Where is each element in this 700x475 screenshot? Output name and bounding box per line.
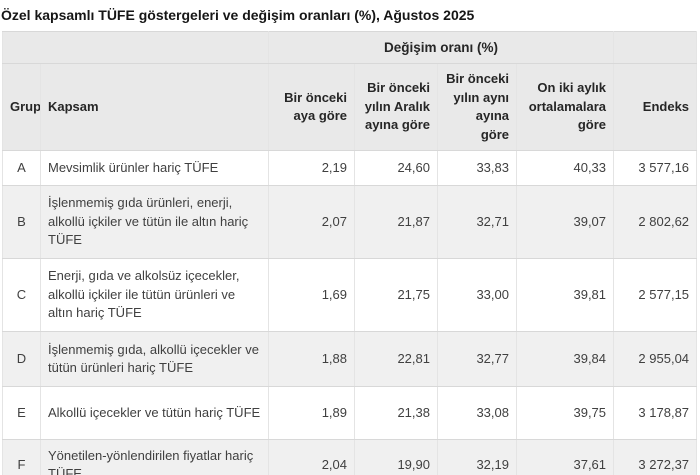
twelve-month-avg-cell: 39,84 [515,330,615,387]
col-header-vs-december: Bir önceki yılın Aralık ayına göre [354,63,438,151]
grup-cell: A [2,149,41,186]
kapsam-cell: Mevsimlik ürünler hariç TÜFE [40,149,269,186]
table-row-d: D İşlenmemiş gıda, alkollü içecekler ve … [2,330,698,387]
vs-december-cell: 22,81 [354,330,438,387]
vs-same-month-cell: 32,71 [437,184,517,259]
tufe-indicators-table: Değişim oranı (%) Grup Kapsam Bir önceki… [2,30,698,475]
vs-december-cell: 21,87 [354,184,438,259]
twelve-month-avg-cell: 40,33 [515,149,615,186]
grup-cell: F [2,438,41,475]
endeks-cell: 3 178,87 [613,385,698,440]
vs-december-cell: 19,90 [354,438,438,475]
grup-cell: E [2,385,41,440]
header-spacer-right [613,30,698,65]
monthly-change-cell: 1,69 [268,257,355,332]
twelve-month-avg-cell: 37,61 [515,438,615,475]
kapsam-cell: İşlenmemiş gıda, alkollü içecekler ve tü… [40,330,269,387]
table-row-a: A Mevsimlik ürünler hariç TÜFE 2,19 24,6… [2,149,698,186]
col-header-kapsam: Kapsam [40,63,269,151]
table-row-c: C Enerji, gıda ve alkolsüz içecekler, al… [2,257,698,332]
column-header-row: Grup Kapsam Bir önceki aya göre Bir önce… [2,63,698,151]
kapsam-cell: Alkollü içecekler ve tütün hariç TÜFE [40,385,269,440]
kapsam-cell: Enerji, gıda ve alkolsüz içecekler, alko… [40,257,269,332]
kapsam-cell: İşlenmemiş gıda ürünleri, enerji, alkoll… [40,184,269,259]
vs-same-month-cell: 33,08 [437,385,517,440]
monthly-change-cell: 1,88 [268,330,355,387]
endeks-cell: 2 955,04 [613,330,698,387]
change-rate-group-header: Değişim oranı (%) [267,30,615,65]
vs-same-month-cell: 33,00 [437,257,517,332]
col-header-vs-same-month: Bir önceki yılın aynı ayına göre [437,63,517,151]
kapsam-cell: Yönetilen-yönlendirilen fiyatlar hariç T… [40,438,269,475]
table-row-f: F Yönetilen-yönlendirilen fiyatlar hariç… [2,438,698,475]
page-title: Özel kapsamlı TÜFE göstergeleri ve değiş… [1,7,475,23]
vs-same-month-cell: 32,19 [437,438,517,475]
endeks-cell: 2 577,15 [613,257,698,332]
table-row-e: E Alkollü içecekler ve tütün hariç TÜFE … [2,385,698,440]
table-row-b: B İşlenmemiş gıda ürünleri, enerji, alko… [2,184,698,259]
vs-december-cell: 24,60 [354,149,438,186]
vs-same-month-cell: 33,83 [437,149,517,186]
endeks-cell: 2 802,62 [613,184,698,259]
twelve-month-avg-cell: 39,07 [515,184,615,259]
twelve-month-avg-cell: 39,81 [515,257,615,332]
vs-december-cell: 21,75 [354,257,438,332]
monthly-change-cell: 1,89 [268,385,355,440]
grup-cell: D [2,330,41,387]
grup-cell: C [2,257,41,332]
header-spacer-left [2,30,269,65]
grup-cell: B [2,184,41,259]
col-header-monthly-change: Bir önceki aya göre [268,63,355,151]
twelve-month-avg-cell: 39,75 [515,385,615,440]
endeks-cell: 3 272,37 [613,438,698,475]
vs-december-cell: 21,38 [354,385,438,440]
vs-same-month-cell: 32,77 [437,330,517,387]
monthly-change-cell: 2,19 [268,149,355,186]
col-header-twelve-month-avg: On iki aylık ortalamalara göre [515,63,615,151]
endeks-cell: 3 577,16 [613,149,698,186]
col-header-endeks: Endeks [613,63,698,151]
monthly-change-cell: 2,07 [268,184,355,259]
monthly-change-cell: 2,04 [268,438,355,475]
group-header-row: Değişim oranı (%) [2,30,698,65]
col-header-grup: Grup [2,63,41,151]
